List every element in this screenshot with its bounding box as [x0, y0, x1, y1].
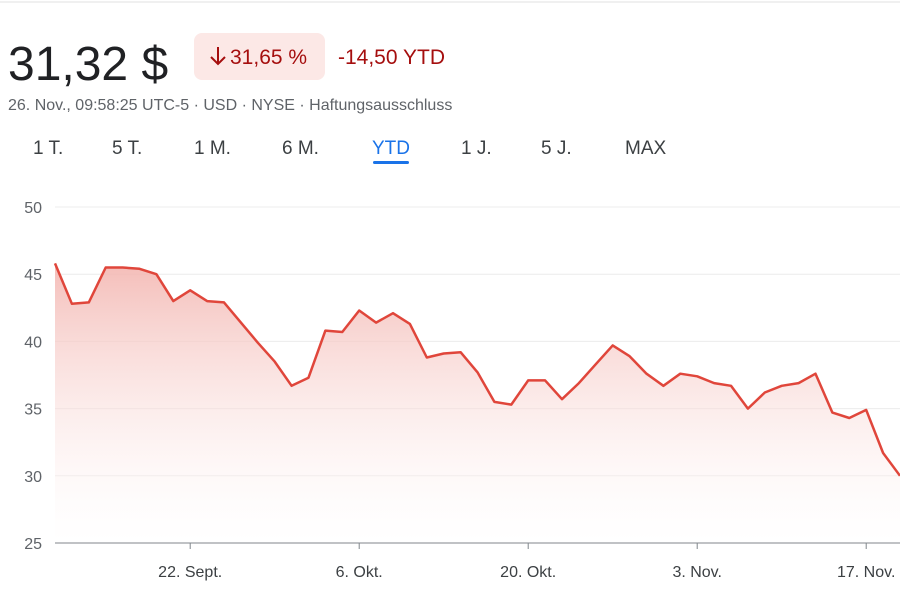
y-tick-label: 30 — [24, 469, 42, 486]
x-tick-label: 20. Okt. — [500, 564, 556, 581]
y-tick-label: 35 — [24, 402, 42, 419]
x-tick-label: 22. Sept. — [158, 564, 222, 581]
down-arrow — [210, 47, 226, 66]
change-percent: 31,65 % — [230, 46, 307, 69]
range-tab[interactable]: YTD — [372, 138, 410, 159]
chart: 25 30 35 40 45 50 22. Sept. 6. Okt. 20. Okt. 3. N… — [24, 200, 900, 581]
range-tab[interactable]: 5 J. — [541, 138, 572, 159]
y-tick-label: 50 — [24, 200, 42, 217]
quote-meta: 26. Nov., 09:58:25 UTC-5 · USD · NYSE · … — [8, 97, 452, 114]
range-tab[interactable]: 6 M. — [282, 138, 319, 159]
y-tick-label: 40 — [24, 334, 42, 351]
range-tab[interactable]: MAX — [625, 138, 667, 159]
y-tick-label: 45 — [24, 267, 42, 284]
active-tab-underline — [373, 161, 409, 164]
range-tab[interactable]: 1 M. — [194, 138, 231, 159]
price: 31,32 $ — [8, 38, 168, 91]
y-tick-label: 25 — [24, 536, 42, 553]
x-tick-label: 17. Nov. — [837, 564, 895, 581]
change-ytd: -14,50 YTD — [338, 46, 445, 69]
price-line — [53, 262, 900, 477]
x-tick-label: 6. Okt. — [336, 564, 383, 581]
x-tick-label: 3. Nov. — [672, 564, 722, 581]
range-tab[interactable]: 1 J. — [461, 138, 492, 159]
range-tab[interactable]: 1 T. — [33, 138, 63, 159]
range-tab[interactable]: 5 T. — [112, 138, 142, 159]
change-badge — [194, 33, 325, 80]
range-tabs: 1 T. 5 T. 1 M. 6 M. YTD 1 J. 5 J. MAX — [33, 138, 667, 164]
price-area — [55, 263, 900, 543]
